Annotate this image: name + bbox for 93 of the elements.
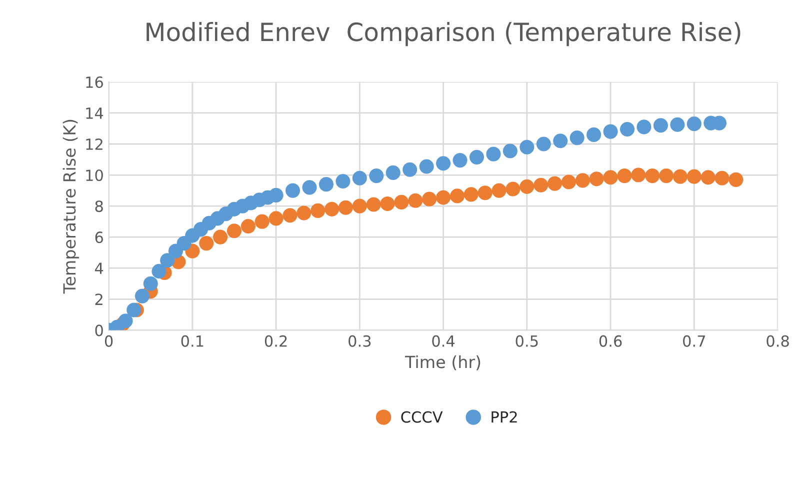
point xyxy=(486,146,501,162)
point xyxy=(603,170,618,185)
x-tick-label: 0.7 xyxy=(683,335,706,347)
point xyxy=(575,173,590,188)
y-axis-title: Temperature Rise (K) xyxy=(62,120,79,294)
point xyxy=(324,202,340,216)
x-tick-label: 0.5 xyxy=(516,335,538,347)
point xyxy=(199,236,214,251)
y-tick-label: 12 xyxy=(86,138,102,150)
point xyxy=(714,170,730,186)
y-tick-label: 4 xyxy=(94,262,104,274)
x-tick-label: 0.6 xyxy=(599,335,622,347)
legend-label: CCCV xyxy=(401,411,443,423)
point xyxy=(296,206,312,220)
point xyxy=(502,144,518,158)
point xyxy=(436,156,451,171)
point xyxy=(645,168,660,184)
y-tick-label: 6 xyxy=(95,232,103,244)
point xyxy=(419,159,434,174)
point xyxy=(160,253,175,268)
point xyxy=(336,174,350,189)
y-tick-label: 16 xyxy=(86,76,103,88)
point xyxy=(631,168,646,182)
point xyxy=(352,170,367,186)
y-tick-label: 0 xyxy=(95,324,103,336)
point xyxy=(302,180,317,195)
point xyxy=(452,153,468,168)
point xyxy=(436,190,451,205)
point xyxy=(469,150,484,164)
point xyxy=(450,188,465,204)
point xyxy=(318,177,334,192)
point xyxy=(152,264,166,278)
point xyxy=(134,288,150,304)
point xyxy=(670,117,685,132)
y-tick-label: 10 xyxy=(86,169,103,182)
point xyxy=(394,194,409,210)
x-tick-label: 0.8 xyxy=(766,335,789,347)
x-tick-label: 0.1 xyxy=(181,335,204,347)
point xyxy=(686,169,702,184)
point xyxy=(285,183,300,198)
y-tick-label: 2 xyxy=(95,294,102,305)
point xyxy=(282,208,298,223)
point xyxy=(212,230,228,244)
point xyxy=(536,136,551,152)
point xyxy=(672,169,688,184)
point xyxy=(553,134,568,148)
point xyxy=(586,127,602,142)
point xyxy=(386,165,400,180)
point xyxy=(268,211,284,226)
point xyxy=(380,196,395,212)
point xyxy=(240,218,256,234)
point xyxy=(589,172,604,186)
point xyxy=(492,183,506,198)
point xyxy=(659,168,674,184)
point xyxy=(700,170,716,185)
point xyxy=(620,122,635,137)
x-tick-label: 0.2 xyxy=(264,335,287,347)
point xyxy=(408,193,423,208)
point xyxy=(561,174,576,190)
point xyxy=(254,214,270,229)
point xyxy=(352,198,367,214)
y-tick-label: 8 xyxy=(95,200,103,212)
point xyxy=(547,176,562,191)
x-tick-label: 0.3 xyxy=(348,335,371,347)
point xyxy=(520,140,534,154)
x-tick-label: 0 xyxy=(104,335,113,347)
point xyxy=(478,186,492,200)
point xyxy=(464,187,478,202)
point xyxy=(728,172,744,187)
point xyxy=(617,168,632,184)
legend-label: PP2 xyxy=(492,411,517,423)
point xyxy=(310,203,326,218)
point xyxy=(369,168,384,184)
point xyxy=(143,276,158,291)
point xyxy=(422,192,437,206)
chart-title: Modified Enrev Comparison (Temperature Rise) xyxy=(146,22,740,46)
point xyxy=(653,118,668,133)
x-axis-title: Time (hr) xyxy=(405,355,480,370)
point xyxy=(366,197,381,212)
point xyxy=(603,124,618,139)
point xyxy=(520,179,534,194)
point xyxy=(570,130,584,146)
point xyxy=(118,314,133,328)
point xyxy=(636,120,652,134)
point xyxy=(402,162,418,177)
point xyxy=(226,224,242,238)
point xyxy=(534,178,548,192)
point xyxy=(338,200,353,215)
y-tick-label: 14 xyxy=(86,108,104,119)
x-tick-label: 0.4 xyxy=(432,335,455,347)
point xyxy=(268,188,284,202)
point xyxy=(686,116,702,132)
point xyxy=(506,182,520,196)
